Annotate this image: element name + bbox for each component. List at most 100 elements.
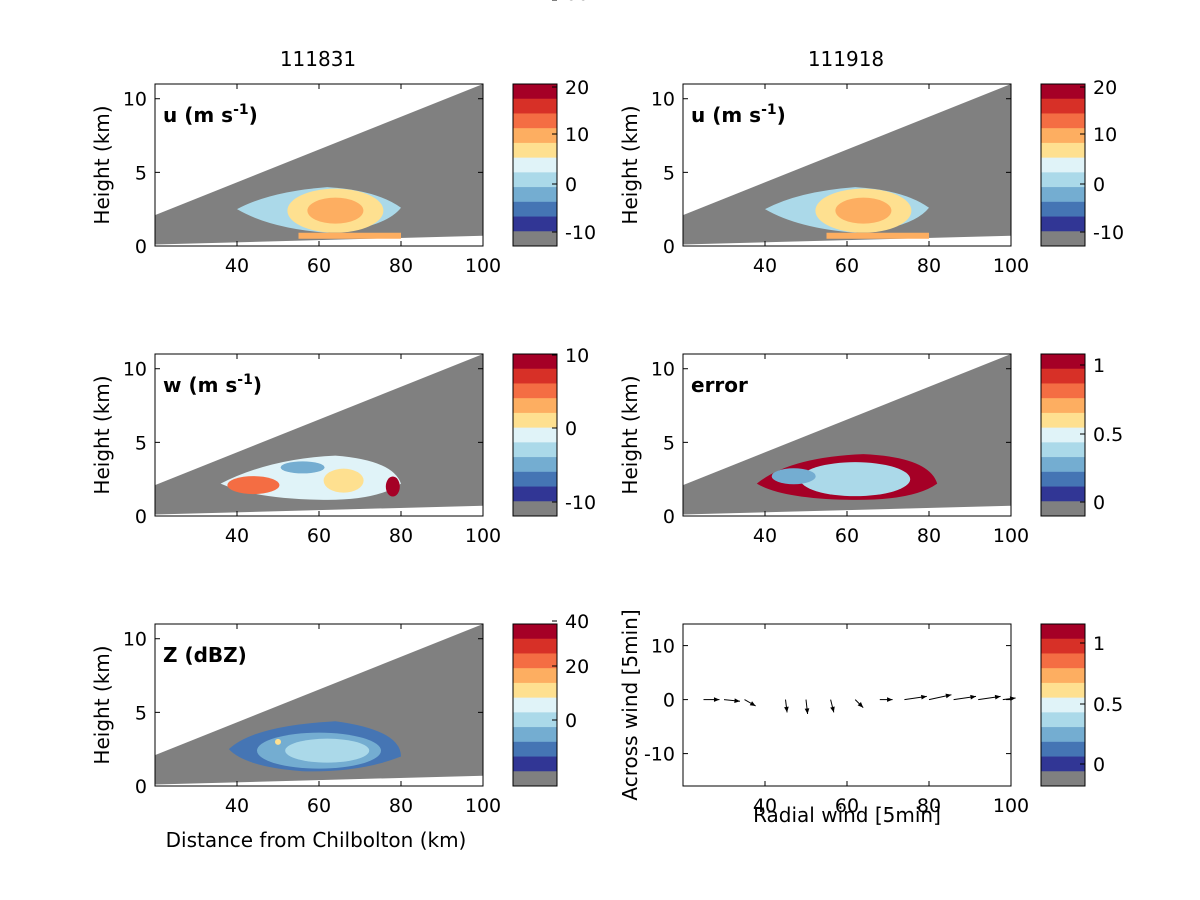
colorbar-swatch xyxy=(1041,157,1085,173)
wind-arrow-head xyxy=(945,693,952,699)
panel-label: error xyxy=(691,373,748,397)
colorbar-outline xyxy=(1040,353,1086,517)
panel-label: Z (dBZ) xyxy=(163,643,247,667)
colorbar-swatch xyxy=(513,741,557,757)
colorbar-swatch xyxy=(1041,771,1085,787)
panel-label-superscript: -1 xyxy=(233,102,249,118)
colorbar-tick-label: 10 xyxy=(565,345,589,367)
colorbar-swatch xyxy=(1041,682,1085,699)
colorbar-tick-label: 20 xyxy=(1093,77,1117,99)
colorbar-swatch xyxy=(1041,172,1085,188)
colorbar-swatch xyxy=(1041,398,1085,414)
colorbar-swatch xyxy=(513,697,557,713)
colorbar-swatch xyxy=(513,187,557,203)
x-tick-label: 100 xyxy=(993,525,1029,547)
x-tick-label: 40 xyxy=(753,795,777,817)
y-tick-label: 10 xyxy=(123,89,147,111)
colorbar-tick-label: 20 xyxy=(565,77,589,99)
wind-arrow-head xyxy=(784,706,789,713)
x-axis-label-distance: Distance from Chilbolton (km) xyxy=(166,828,467,852)
colorbar-swatch xyxy=(1041,756,1085,772)
colorbar-swatch xyxy=(513,486,557,502)
x-tick-label: 100 xyxy=(993,255,1029,277)
wind-arrow-head xyxy=(994,694,1001,700)
w-negative-region xyxy=(280,461,325,474)
colorbar-swatch xyxy=(1041,427,1085,443)
colorbar-tick-label: -10 xyxy=(565,492,596,514)
colorbar-outline xyxy=(512,83,558,247)
echo-region xyxy=(756,454,938,500)
colorbar-outline xyxy=(512,623,558,787)
wind-arrow-head xyxy=(970,694,976,700)
wind-arrow-head xyxy=(734,698,740,703)
y-axis-label: Height (km) xyxy=(90,645,114,764)
wind-arrow-head xyxy=(1009,696,1016,702)
x-tick-label: 60 xyxy=(835,255,859,277)
wind-arrow-head xyxy=(857,702,864,708)
x-tick-label: 80 xyxy=(389,255,413,277)
colorbar-swatch xyxy=(513,471,557,487)
x-tick-label: 40 xyxy=(225,795,249,817)
x-tick-label: 40 xyxy=(753,525,777,547)
colorbar-swatch xyxy=(513,638,557,654)
colorbar-outline xyxy=(512,353,558,517)
y-tick-label: 10 xyxy=(123,359,147,381)
y-tick-label: 0 xyxy=(135,236,147,258)
x-axis-label: Radial wind [5min] xyxy=(753,803,941,827)
no-data-wedge xyxy=(155,84,483,245)
y-tick-label: 10 xyxy=(651,636,675,658)
colorbar-swatch xyxy=(513,128,557,144)
colorbar-tick-label: -10 xyxy=(565,222,596,244)
colorbar-tick-label: 0 xyxy=(1093,492,1105,514)
no-data-wedge xyxy=(155,354,483,515)
colorbar-swatch xyxy=(513,412,557,429)
colorbar: 0 20 40 60 xyxy=(512,0,589,787)
x-tick-label: 80 xyxy=(917,795,941,817)
colorbar-tick-label: 0 xyxy=(565,174,577,196)
colorbar-tick-label: 40 xyxy=(565,611,589,633)
colorbar-swatch xyxy=(1041,457,1085,473)
x-tick-label: 80 xyxy=(389,525,413,547)
colorbar-swatch xyxy=(513,624,557,640)
x-tick-label: 40 xyxy=(225,525,249,547)
colorbar-swatch xyxy=(1041,741,1085,757)
colorbar-swatch xyxy=(1041,216,1085,232)
x-tick-label: 80 xyxy=(389,795,413,817)
x-tick-label: 100 xyxy=(465,525,501,547)
u-low-level-band xyxy=(298,232,401,239)
colorbar-swatch xyxy=(1041,113,1085,129)
no-data-wedge xyxy=(683,84,1011,245)
colorbar-swatch xyxy=(1041,201,1085,217)
panel-w_left: 40 60 80 100 0 5 10 Height (km) w (m s-1) -10 0 10 xyxy=(90,345,596,547)
echo-region xyxy=(237,187,401,239)
y-tick-label: 5 xyxy=(135,702,147,724)
colorbar-tick-label: 0 xyxy=(565,710,577,732)
x-tick-label: 60 xyxy=(835,795,859,817)
y-tick-label: 5 xyxy=(135,162,147,184)
y-axis-label: Height (km) xyxy=(90,375,114,494)
u-low-level-band xyxy=(826,232,929,239)
colorbar-swatch xyxy=(513,368,557,384)
colorbar-tick-label: 1 xyxy=(1093,355,1105,377)
y-tick-label: 5 xyxy=(663,162,675,184)
x-tick-label: 80 xyxy=(917,525,941,547)
panel-label-superscript: -1 xyxy=(237,372,253,388)
panel-label-close: ) xyxy=(253,373,262,397)
y-tick-label: 10 xyxy=(651,359,675,381)
error-min-region xyxy=(771,468,816,485)
echo-region xyxy=(228,721,401,772)
colorbar-tick-label: 60 xyxy=(565,0,589,5)
colorbar-swatch xyxy=(513,501,557,517)
colorbar-tick-label: 0 xyxy=(1093,174,1105,196)
colorbar-swatch xyxy=(513,427,557,443)
x-tick-label: 60 xyxy=(307,795,331,817)
wind-arrow-head xyxy=(830,706,835,713)
error-low-region xyxy=(800,462,911,497)
wind-arrow-head xyxy=(713,697,720,702)
w-strong-updraft xyxy=(385,476,400,497)
colorbar-swatch xyxy=(1041,128,1085,144)
colorbar-swatch xyxy=(1041,98,1085,114)
colorbar-tick-label: 0 xyxy=(565,418,577,440)
